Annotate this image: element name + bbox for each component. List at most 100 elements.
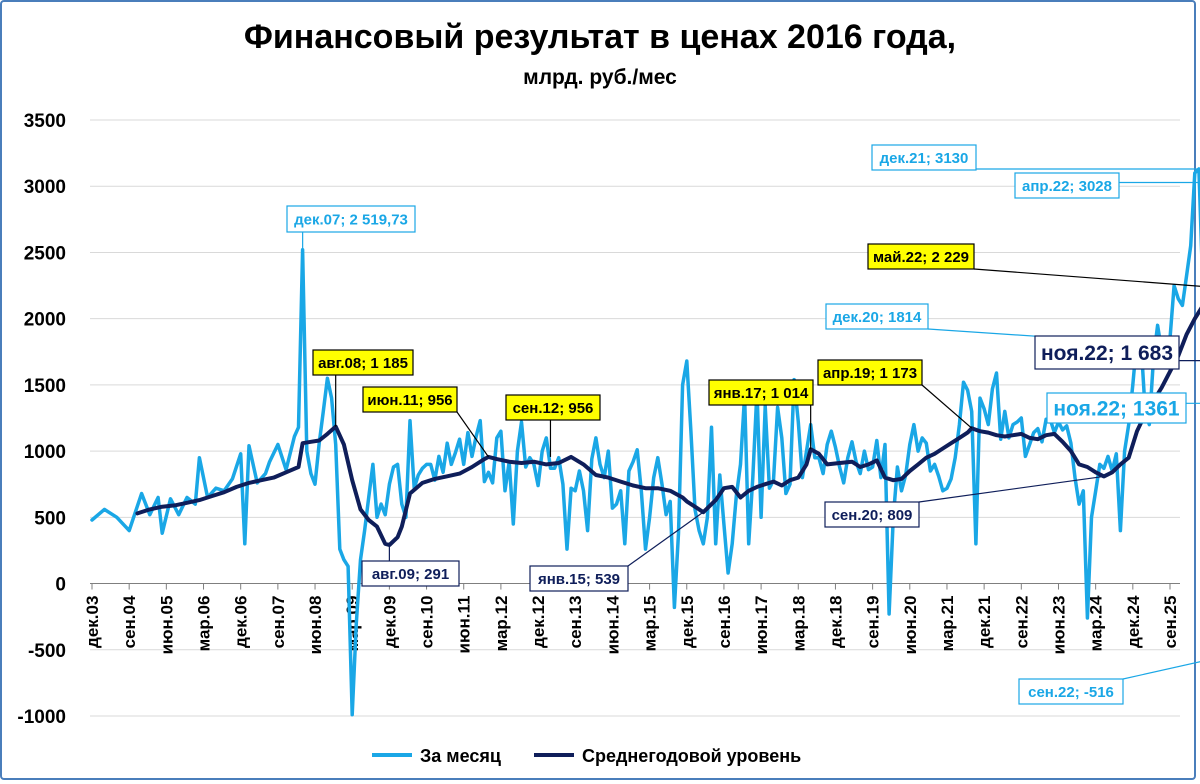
annotation: июн.11; 956: [362, 386, 489, 458]
x-tick-label: сен.13: [566, 596, 585, 649]
x-tick-label: дек.18: [826, 596, 845, 648]
x-tick-label: мар.09: [343, 596, 362, 652]
annotation-box: [817, 359, 923, 386]
annotation-label: ноя.22; 1361: [1053, 398, 1180, 421]
x-tick-label: мар.06: [195, 596, 214, 652]
annotation: авг.08; 1 185: [312, 349, 414, 427]
annotation-label: сен.12; 956: [513, 400, 594, 417]
annotation: апр.22; 3028: [1014, 172, 1200, 199]
y-tick-label: -1000: [17, 707, 66, 728]
annotation: сен.12; 956: [505, 394, 601, 457]
chart-title: Финансовый результат в ценах 2016 года,: [243, 18, 957, 56]
annotation-box: [867, 243, 975, 270]
x-tick-label: июн.05: [157, 596, 176, 655]
series-lines: [90, 167, 1200, 717]
annotation-leader: [456, 411, 489, 458]
y-axis: -1000 -500 0 500 1000 1500 2000 2500 3000 3500: [17, 111, 66, 728]
annotation-leader: [627, 511, 704, 567]
annotation-label: сен.20; 809: [832, 507, 913, 524]
annotation-box: [824, 501, 920, 528]
annotation-label: дек.20; 1814: [833, 309, 922, 326]
x-tick-label: сен.22: [1012, 596, 1031, 649]
annotation-box: [1014, 172, 1120, 199]
annotation: ноя.22; 1361: [1046, 392, 1200, 424]
annotation-box: [1018, 678, 1124, 705]
x-tick-label: дек.06: [232, 596, 251, 648]
annotation-box: [362, 386, 458, 413]
x-tick-label: сен.16: [715, 596, 734, 649]
annotation-label: дек.21; 3130: [880, 150, 969, 167]
x-tick-label: мар.12: [492, 596, 511, 652]
annotation: дек.20; 1814: [825, 303, 1142, 344]
x-tick-label: дек.12: [529, 596, 548, 648]
annotation-leader: [918, 475, 1104, 503]
annotation-leader: [1122, 661, 1200, 680]
annotation-label: июн.11; 956: [367, 392, 452, 409]
y-tick-label: 2500: [24, 243, 66, 264]
annotation-label: сен.22; -516: [1028, 684, 1114, 701]
annotation-box: [1046, 392, 1187, 424]
y-tick-label: 2000: [24, 310, 66, 331]
x-tick-label: мар.24: [1087, 595, 1106, 651]
annotation-box: [312, 349, 414, 376]
annotation-label: апр.22; 3028: [1022, 178, 1112, 195]
x-tick-label: мар.21: [938, 596, 957, 652]
annotation-label: авг.09; 291: [372, 566, 449, 583]
x-tick-label: сен.07: [269, 596, 288, 649]
x-tick-label: мар.18: [789, 596, 808, 652]
y-tick-label: 3000: [24, 177, 66, 198]
annotation: янв.17; 1 014: [708, 379, 814, 450]
x-tick-label: июн.23: [1049, 596, 1068, 655]
legend-item: Среднегодовой уровень: [534, 746, 801, 766]
data-annotations: дек.07; 2 519,73 авг.08; 1 185 авг.09; 291…: [286, 144, 1200, 705]
annotation-box: [708, 379, 814, 406]
y-tick-label: 500: [34, 508, 66, 529]
annotation: янв.15; 539: [529, 511, 704, 592]
x-tick-label: июн.14: [603, 595, 622, 654]
legend: За месяц Среднегодовой уровень: [372, 746, 801, 766]
x-tick-label: дек.21: [975, 596, 994, 648]
series-line-1: [135, 306, 1200, 547]
annotation: май.22; 2 229: [867, 243, 1200, 287]
annotation-box: [871, 144, 977, 171]
annotation-box: [529, 565, 629, 592]
y-tick-label: -500: [28, 641, 66, 662]
annotation: апр.19; 1 173: [817, 359, 973, 429]
x-axis: дек.03 сен.04 июн.05 мар.06 дек.06 сен.07 июн.…: [83, 583, 1180, 655]
annotation-leader: [921, 384, 973, 429]
x-tick-label: дек.15: [678, 596, 697, 648]
x-tick-label: июн.08: [306, 596, 325, 655]
y-tick-label: 3500: [24, 111, 66, 132]
annotation-label: апр.19; 1 173: [823, 365, 917, 382]
series-line-0: [90, 167, 1200, 717]
x-tick-label: сен.25: [1161, 596, 1180, 649]
annotation-box: [825, 303, 929, 330]
annotation-label: дек.07; 2 519,73: [294, 211, 408, 228]
x-tick-label: дек.03: [83, 596, 102, 648]
annotation-box: [286, 205, 416, 233]
chart-subtitle: млрд. руб./мес: [523, 66, 677, 89]
annotation-leader: [973, 268, 1200, 287]
x-tick-label: сен.10: [418, 596, 437, 649]
legend-label: За месяц: [420, 746, 501, 766]
annotation: дек.21; 3130: [871, 144, 1199, 171]
annotation: сен.20; 809: [824, 475, 1104, 528]
x-tick-label: дек.24: [1124, 595, 1143, 648]
annotation-label: янв.17; 1 014: [714, 385, 809, 402]
annotation-label: янв.15; 539: [538, 571, 620, 588]
annotation-label: май.22; 2 229: [873, 249, 969, 266]
annotation-label: ноя.22; 1 683: [1041, 342, 1173, 365]
y-tick-label: 1500: [24, 376, 66, 397]
x-tick-label: июн.20: [901, 596, 920, 655]
annotation: ноя.22; 1 683: [1034, 335, 1200, 370]
annotation: сен.22; -516: [1018, 661, 1200, 705]
x-tick-label: сен.19: [864, 596, 883, 649]
annotation-label: авг.08; 1 185: [318, 355, 408, 372]
annotation: авг.09; 291: [361, 545, 460, 587]
x-tick-label: сен.04: [120, 595, 139, 648]
x-tick-label: июн.11: [455, 596, 474, 654]
y-tick-label: 0: [55, 575, 66, 596]
legend-item: За месяц: [372, 746, 501, 766]
legend-label: Среднегодовой уровень: [582, 746, 801, 766]
